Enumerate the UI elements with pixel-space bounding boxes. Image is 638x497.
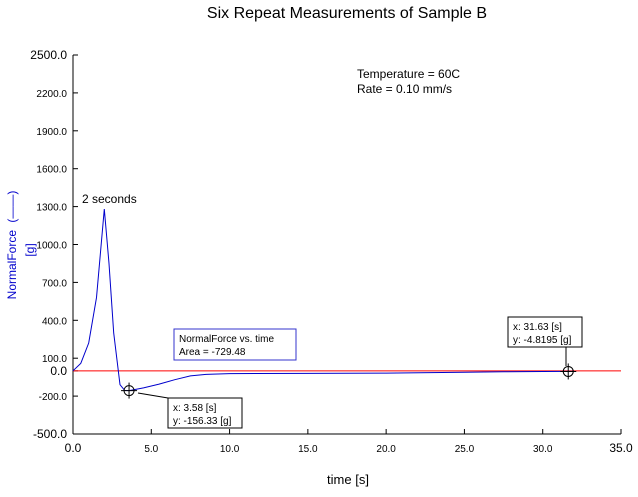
y-tick-label: 400.0 — [42, 316, 67, 327]
temperature-info: Temperature = 60C — [357, 67, 460, 81]
cursor-marker-1[interactable] — [121, 382, 138, 399]
cursor1-readout-box: x: 3.58 [s] y: -156.33 [g] — [137, 392, 243, 429]
x-tick-label: 20.0 — [376, 444, 396, 455]
x-axis-label: time [s] — [327, 472, 369, 487]
y-tick-label: 1600.0 — [36, 165, 67, 176]
y-tick-label: 2200.0 — [36, 89, 67, 100]
svg-text:NormalForce (——): NormalForce (——) — [5, 191, 19, 300]
y-tick-label: 2500.0 — [30, 48, 67, 62]
x-tick-label: 0.0 — [65, 441, 82, 455]
x-axis-ticks: 0.0 5.0 10.0 15.0 20.0 25.0 30.0 35.0 — [65, 429, 633, 455]
normalforce-series-line — [72, 209, 574, 392]
y-tick-label: 1300.0 — [36, 203, 67, 214]
y-axis-unit: [g] — [23, 243, 37, 256]
y-tick-label: 0.0 — [50, 364, 67, 378]
y-tick-label: 1900.0 — [36, 127, 67, 138]
axes — [72, 55, 621, 435]
y-axis-label-name: NormalForce — [5, 230, 19, 300]
x-tick-label: 25.0 — [455, 444, 475, 455]
cursor2-y-readout: y: -4.8195 [g] — [513, 335, 572, 346]
x-tick-label: 5.0 — [144, 444, 158, 455]
cursor2-x-readout: x: 31.63 [s] — [513, 322, 562, 333]
y-axis-ticks: 2500.0 2200.0 1900.0 1600.0 1300.0 1000.0 700.… — [30, 48, 78, 441]
x-tick-label: 35.0 — [609, 441, 633, 455]
x-tick-label: 10.0 — [220, 444, 240, 455]
svg-text:[g]: [g] — [23, 243, 37, 256]
y-tick-label: -500.0 — [33, 427, 67, 441]
area-annotation-box: NormalForce vs. time Area = -729.48 — [173, 328, 297, 361]
cursor-marker-2[interactable] — [560, 363, 577, 380]
y-tick-label: 1000.0 — [36, 241, 67, 252]
cursor1-y-readout: y: -156.33 [g] — [173, 416, 232, 427]
y-axis-label-marker: (——) — [5, 191, 19, 223]
y-axis-label: NormalForce (——) — [5, 191, 19, 300]
peak-label: 2 seconds — [82, 192, 137, 206]
y-tick-label: -200.0 — [39, 392, 68, 403]
rate-info: Rate = 0.10 mm/s — [357, 82, 452, 96]
area-box-value: Area = -729.48 — [179, 347, 246, 358]
x-tick-label: 30.0 — [533, 444, 553, 455]
cursor1-x-readout: x: 3.58 [s] — [173, 403, 217, 414]
chart-title: Six Repeat Measurements of Sample B — [207, 5, 487, 22]
y-tick-label: 100.0 — [42, 354, 67, 365]
area-box-series: NormalForce vs. time — [179, 334, 274, 345]
x-tick-label: 15.0 — [298, 444, 318, 455]
y-tick-label: 700.0 — [42, 278, 67, 289]
cursor2-readout-box: x: 31.63 [s] y: -4.8195 [g] — [507, 316, 583, 366]
